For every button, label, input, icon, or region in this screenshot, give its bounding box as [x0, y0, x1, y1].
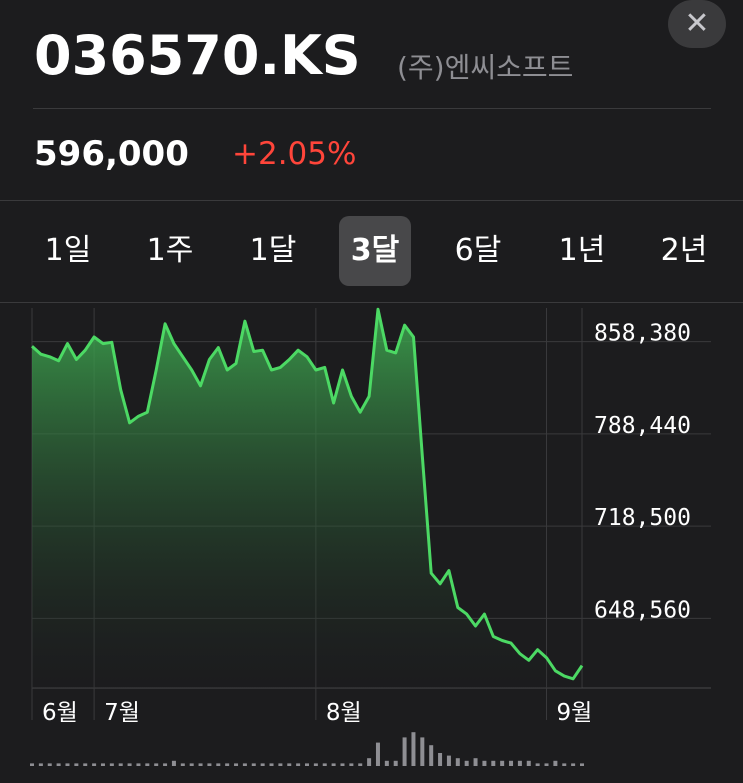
month-label: 8월	[326, 700, 362, 726]
volume-bar	[287, 763, 292, 766]
volume-bar	[446, 755, 451, 766]
price-area	[32, 309, 582, 688]
volume-bar	[171, 760, 176, 766]
volume-bar	[455, 758, 460, 766]
volume-bar	[331, 763, 336, 766]
volume-bar	[580, 763, 584, 766]
volume-bar	[242, 763, 247, 766]
tabs-divider	[0, 302, 743, 303]
volume-bar	[313, 763, 318, 766]
volume-bar	[349, 763, 354, 766]
price-chart[interactable]: 858,380 788,440 718,500 648,560 6월 7월 8월 9월	[0, 300, 743, 783]
volume-bar	[225, 763, 230, 766]
price-change: +2.05%	[232, 136, 357, 172]
close-button[interactable]: ✕	[668, 0, 726, 48]
tab-1m[interactable]: 1달	[249, 233, 297, 268]
volume-bar	[92, 763, 97, 766]
y-tick-label: 788,440	[594, 413, 691, 439]
tab-1w[interactable]: 1주	[146, 233, 194, 268]
tab-1d[interactable]: 1일	[44, 233, 92, 268]
volume-bar	[322, 763, 327, 766]
volume-bar	[207, 763, 212, 766]
month-label: 7월	[104, 700, 140, 726]
volume-bar	[74, 763, 79, 766]
volume-bar	[251, 763, 256, 766]
volume-bar	[358, 763, 363, 766]
volume-bar	[65, 763, 70, 766]
ticker-symbol: 036570.KS	[34, 24, 361, 87]
volume-bar	[509, 760, 514, 766]
volume-bar	[30, 763, 34, 766]
volume-bar	[402, 737, 407, 766]
volume-bar	[163, 763, 168, 766]
volume-bar	[109, 763, 114, 766]
volume-bar	[260, 763, 265, 766]
y-axis-labels: 858,380 788,440 718,500 648,560	[594, 321, 691, 624]
header: 036570.KS (주)엔씨소프트 ✕	[0, 0, 743, 110]
volume-bar	[296, 763, 301, 766]
volume-bar	[189, 763, 194, 766]
volume-bar	[429, 745, 434, 766]
volume-bar	[526, 760, 531, 766]
volume-bar	[100, 763, 105, 766]
volume-bar	[544, 763, 549, 766]
volume-bar	[127, 763, 132, 766]
volume-bar	[180, 763, 185, 766]
header-divider	[33, 108, 711, 109]
volume-bar	[482, 760, 487, 766]
volume-bar	[535, 763, 540, 766]
volume-bar	[411, 732, 416, 766]
y-tick-label: 648,560	[594, 597, 691, 623]
month-label: 9월	[557, 700, 593, 726]
volume-bar	[83, 763, 88, 766]
tab-1y[interactable]: 1년	[558, 233, 606, 268]
volume-bar	[375, 742, 380, 766]
volume-bar	[154, 763, 159, 766]
range-tabs: 1일 1주 1달 3달 6달 1년 2년	[0, 214, 743, 290]
volume-bar	[305, 763, 309, 766]
volume-bar	[491, 760, 496, 766]
volume-bar	[500, 760, 505, 766]
volume-bar	[56, 763, 61, 766]
volume-bar	[553, 760, 558, 766]
volume-bar	[136, 763, 141, 766]
quote-divider	[0, 200, 743, 201]
tab-2y[interactable]: 2년	[660, 233, 708, 268]
volume-bar	[384, 760, 389, 766]
volume-bar	[198, 763, 203, 766]
close-icon: ✕	[684, 6, 710, 41]
volume-bars	[30, 732, 584, 766]
month-label: 6월	[42, 700, 78, 726]
volume-bar	[47, 763, 52, 766]
y-tick-label: 858,380	[594, 321, 691, 347]
volume-bar	[269, 763, 274, 766]
tab-6m[interactable]: 6달	[454, 233, 502, 268]
price-line	[31, 307, 584, 681]
volume-bar	[393, 760, 398, 766]
volume-bar	[562, 763, 567, 766]
volume-bar	[420, 737, 425, 766]
tab-3m[interactable]: 3달	[339, 216, 411, 286]
volume-bar	[438, 753, 443, 766]
volume-bar	[118, 763, 123, 766]
x-axis-labels: 6월 7월 8월 9월	[42, 700, 592, 726]
volume-bar	[340, 763, 345, 766]
volume-bar	[234, 763, 239, 766]
volume-bar	[473, 758, 478, 766]
volume-bar	[571, 763, 576, 766]
volume-bar	[367, 758, 372, 766]
volume-bar	[145, 763, 150, 766]
volume-bar	[464, 760, 469, 766]
volume-bar	[278, 763, 283, 766]
y-tick-label: 718,500	[594, 505, 691, 531]
current-price: 596,000	[34, 134, 189, 174]
company-name: (주)엔씨소프트	[397, 51, 574, 84]
volume-bar	[517, 760, 522, 766]
volume-bar	[216, 763, 221, 766]
volume-bar	[38, 763, 43, 766]
